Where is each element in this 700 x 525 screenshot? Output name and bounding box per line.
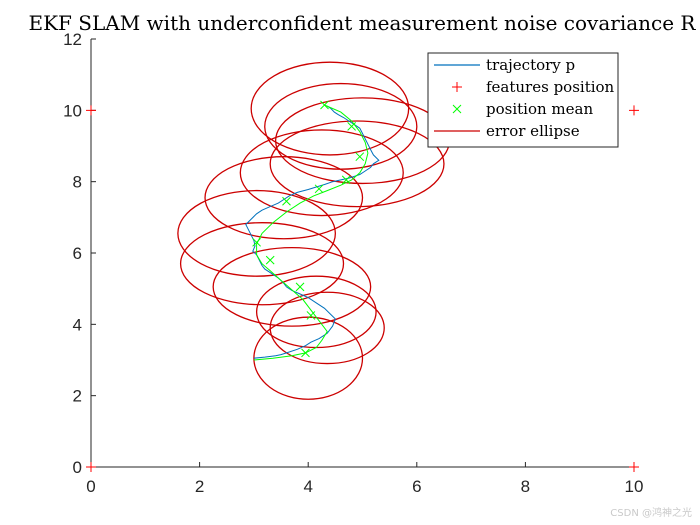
x-tick-label: 10 [625, 477, 644, 496]
chart-title: EKF SLAM with underconfident measurement… [29, 11, 697, 35]
legend-label: error ellipse [486, 122, 580, 140]
legend-label: position mean [486, 100, 593, 118]
error-ellipse [264, 82, 418, 170]
feature-marker [86, 462, 96, 472]
error-ellipse [269, 120, 445, 208]
position-mean-marker [252, 237, 261, 247]
error-ellipse [250, 61, 410, 156]
x-tick-label: 8 [521, 477, 530, 496]
position-mean-marker [265, 255, 275, 265]
error-ellipse [212, 246, 372, 327]
y-tick-label: 6 [73, 244, 82, 263]
watermark: CSDN @鸿神之光 [610, 508, 692, 519]
y-tick-label: 8 [73, 173, 82, 192]
position-mean-marker [306, 311, 316, 320]
y-tick-label: 10 [63, 101, 82, 120]
trajectory-series [245, 105, 380, 359]
position-mean-marker [295, 282, 305, 292]
axes: 0 2 4 6 8 10 0 2 4 6 8 10 12 [63, 30, 643, 496]
y-tick-label: 0 [73, 458, 82, 477]
error-ellipse [239, 129, 404, 217]
legend-label: trajectory p [486, 56, 575, 74]
x-tick-label: 2 [195, 477, 204, 496]
position-mean-series [252, 100, 369, 361]
y-tick-label: 12 [63, 30, 82, 49]
x-tick-label: 0 [86, 477, 95, 496]
features-series [86, 105, 639, 472]
position-mean-marker [341, 175, 351, 185]
legend-swatch [452, 82, 462, 92]
legend-label: features position [486, 78, 615, 96]
feature-marker [629, 462, 639, 472]
feature-marker [86, 105, 96, 116]
position-mean-marker [314, 184, 324, 194]
position-mean-marker [301, 348, 310, 358]
error-ellipses [177, 61, 451, 400]
error-ellipse [255, 275, 377, 349]
position-mean-marker [355, 152, 365, 162]
trajectory-line [245, 105, 380, 359]
feature-marker [629, 105, 639, 116]
y-tick-label: 2 [73, 387, 82, 406]
position-mean-marker [282, 196, 291, 206]
legend: trajectory p features position position me… [427, 52, 619, 148]
error-ellipse [269, 291, 385, 365]
error-ellipse [179, 222, 345, 306]
position-mean-marker [320, 100, 329, 110]
position-mean-line [253, 104, 369, 361]
error-ellipse [253, 316, 364, 400]
y-tick-label: 4 [73, 315, 82, 334]
error-ellipse [177, 189, 336, 277]
x-tick-label: 4 [303, 477, 312, 496]
position-mean-marker [347, 122, 356, 131]
legend-swatch [452, 104, 462, 114]
error-ellipse [274, 97, 451, 185]
x-tick-label: 6 [412, 477, 421, 496]
error-ellipse [204, 156, 364, 240]
